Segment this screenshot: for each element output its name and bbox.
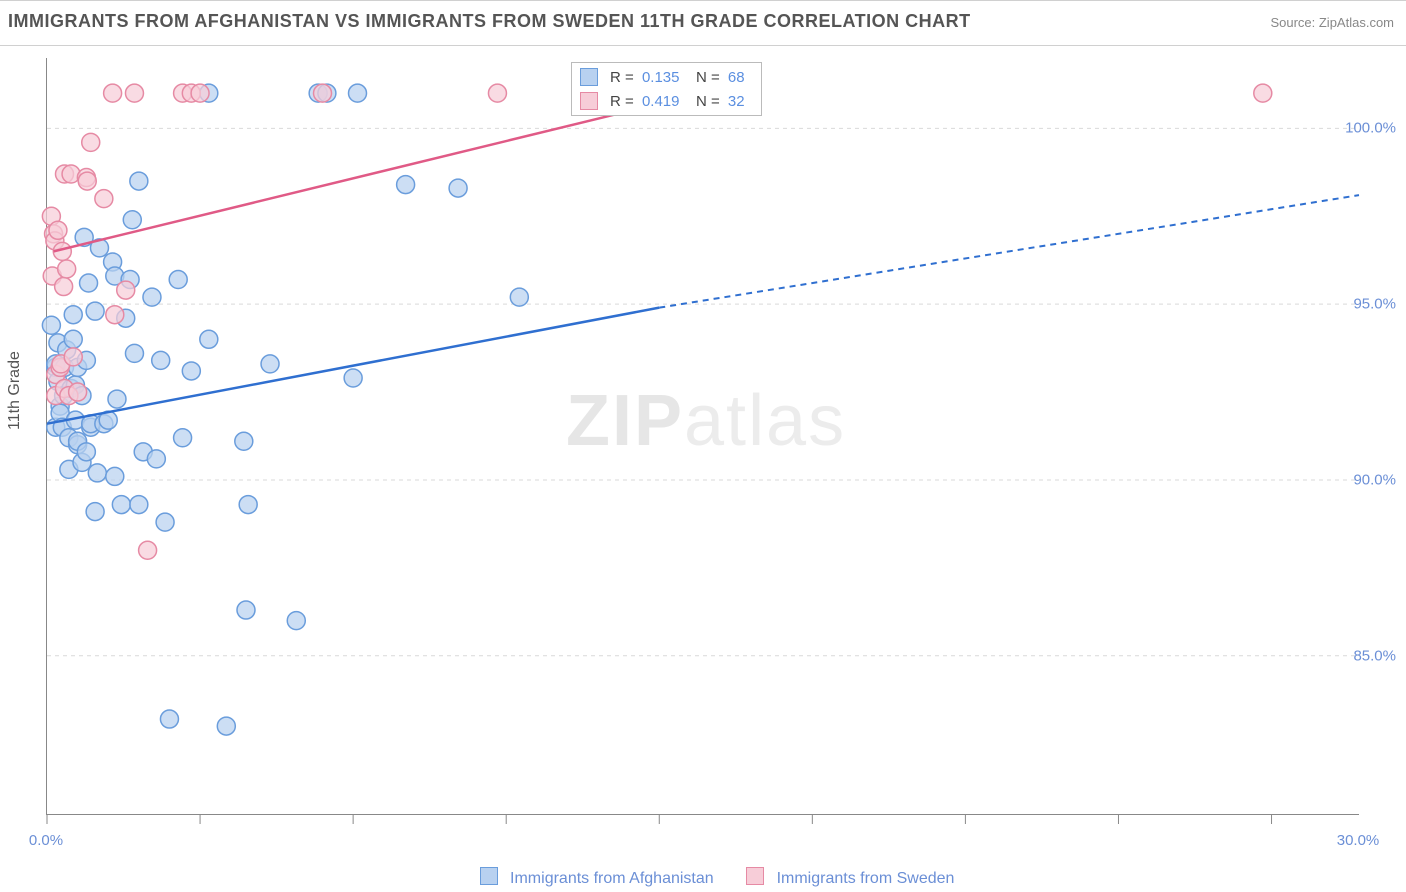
data-point (139, 541, 157, 559)
data-point (156, 513, 174, 531)
data-point (95, 190, 113, 208)
data-point (160, 710, 178, 728)
data-point (86, 302, 104, 320)
y-tick-label: 100.0% (1345, 120, 1396, 137)
stat-row-b: R = 0.419 N = 32 (572, 89, 761, 113)
data-point (86, 503, 104, 521)
y-tick-label: 90.0% (1353, 471, 1396, 488)
data-point (314, 84, 332, 102)
chart-title: IMMIGRANTS FROM AFGHANISTAN VS IMMIGRANT… (8, 11, 971, 32)
legend-swatch-b-icon (746, 867, 764, 885)
data-point (55, 278, 73, 296)
data-point (237, 601, 255, 619)
data-point (174, 429, 192, 447)
plot-svg (47, 58, 1359, 814)
data-point (64, 348, 82, 366)
stat-n-a: 68 (728, 69, 745, 86)
data-point (182, 362, 200, 380)
data-point (217, 717, 235, 735)
data-point (239, 496, 257, 514)
x-tick-label: 30.0% (1337, 832, 1380, 849)
data-point (200, 330, 218, 348)
legend-swatch-a-icon (480, 867, 498, 885)
bottom-legend: Immigrants from Afghanistan Immigrants f… (0, 867, 1406, 888)
data-point (108, 390, 126, 408)
data-point (58, 260, 76, 278)
swatch-b-icon (580, 92, 598, 110)
data-point (349, 84, 367, 102)
data-point (510, 288, 528, 306)
chart-source: Source: ZipAtlas.com (1270, 15, 1394, 30)
data-point (147, 450, 165, 468)
data-point (123, 211, 141, 229)
y-tick-label: 85.0% (1353, 647, 1396, 664)
stat-row-a: R = 0.135 N = 68 (572, 65, 761, 89)
stat-r-a: 0.135 (642, 69, 680, 86)
data-point (80, 274, 98, 292)
data-point (130, 496, 148, 514)
trend-line-a-dash (659, 195, 1359, 308)
plot-area: ZIPatlas (46, 58, 1359, 815)
data-point (82, 133, 100, 151)
data-point (449, 179, 467, 197)
data-point (64, 330, 82, 348)
stat-r-b: 0.419 (642, 93, 680, 110)
data-point (143, 288, 161, 306)
data-point (106, 306, 124, 324)
data-point (88, 464, 106, 482)
data-point (344, 369, 362, 387)
x-tick-label: 0.0% (29, 832, 63, 849)
data-point (42, 316, 60, 334)
data-point (49, 221, 67, 239)
data-point (397, 176, 415, 194)
y-tick-label: 95.0% (1353, 296, 1396, 313)
data-point (77, 443, 95, 461)
data-point (125, 84, 143, 102)
data-point (64, 306, 82, 324)
data-point (78, 172, 96, 190)
y-axis-label: 11th Grade (6, 351, 24, 430)
data-point (125, 344, 143, 362)
data-point (191, 84, 209, 102)
correlation-stat-box: R = 0.135 N = 68 R = 0.419 N = 32 (571, 62, 762, 116)
data-point (117, 281, 135, 299)
data-point (488, 84, 506, 102)
data-point (112, 496, 130, 514)
legend-label-b: Immigrants from Sweden (777, 870, 955, 887)
data-point (235, 432, 253, 450)
stat-n-b: 32 (728, 93, 745, 110)
data-point (261, 355, 279, 373)
chart-header: IMMIGRANTS FROM AFGHANISTAN VS IMMIGRANT… (0, 0, 1406, 46)
data-point (287, 612, 305, 630)
legend-label-a: Immigrants from Afghanistan (510, 870, 714, 887)
data-point (106, 467, 124, 485)
trend-line-a (47, 308, 659, 424)
data-point (130, 172, 148, 190)
swatch-a-icon (580, 68, 598, 86)
data-point (152, 351, 170, 369)
data-point (69, 383, 87, 401)
data-point (104, 84, 122, 102)
data-point (169, 271, 187, 289)
data-point (1254, 84, 1272, 102)
